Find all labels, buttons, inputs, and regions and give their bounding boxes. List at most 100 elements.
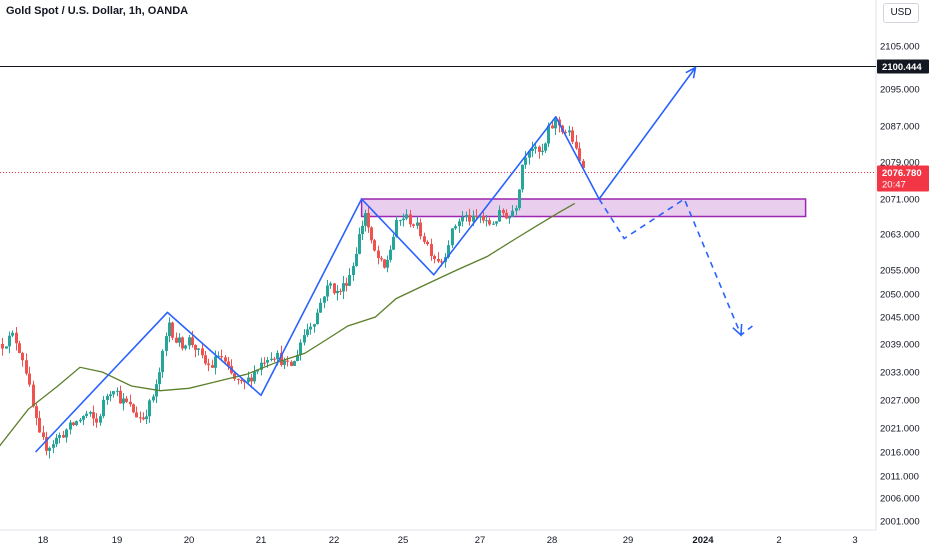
candle-body [472, 215, 475, 222]
price-tick-label: 2105.000 [880, 42, 920, 53]
candle-body [402, 218, 405, 221]
candle-body [515, 208, 518, 211]
candle-body [451, 228, 454, 246]
candle-body [207, 363, 210, 366]
candle-body [475, 215, 478, 218]
price-tick-label: 2095.000 [880, 85, 920, 96]
price-tick-label: 2016.000 [880, 448, 920, 459]
candle-body [377, 250, 380, 259]
time-tick-label: 21 [256, 535, 267, 546]
candle-body [253, 371, 256, 382]
candle-body [69, 422, 72, 430]
candle-body [89, 412, 92, 414]
candle-body [38, 417, 41, 433]
last-price-tag [877, 165, 929, 192]
candle-body [468, 215, 471, 222]
candle-body [260, 362, 263, 370]
candle-body [85, 413, 88, 416]
candle-body [82, 415, 85, 420]
time-tick-label: 19 [112, 535, 123, 546]
candle-body [355, 253, 358, 267]
candle-body [263, 362, 266, 364]
price-axis[interactable]: 2001.000 2006.000 2011.000 2016.000 2021.000… [880, 42, 920, 528]
candle-body [35, 406, 38, 418]
candle-body [352, 266, 355, 276]
candle-body [122, 398, 125, 404]
candle-body [409, 214, 412, 225]
candle-body [319, 302, 322, 313]
candle-body [92, 412, 95, 419]
candle-body [18, 343, 21, 354]
candle-body [112, 391, 115, 395]
candle-body [461, 217, 464, 222]
candle-body [119, 390, 122, 404]
candle-body [109, 394, 112, 397]
demand-zone-layer [360, 198, 807, 218]
candle-body [240, 379, 243, 381]
price-tick-label: 2079.000 [880, 158, 920, 169]
price-tick-label: 2006.000 [880, 494, 920, 505]
candle-body [541, 150, 544, 152]
price-tick-label: 2033.000 [880, 368, 920, 379]
moving-average-layer [0, 202, 576, 447]
candle-body [178, 337, 181, 343]
candle-body [342, 283, 345, 292]
candle-body [345, 283, 348, 286]
price-tick-label: 2063.000 [880, 230, 920, 241]
time-axis[interactable]: 18 19 20 21 22 25 27 28 29 2024 2 3 [38, 535, 858, 546]
candle-body [488, 220, 491, 225]
candle-body [197, 348, 200, 350]
candle-body [273, 358, 276, 360]
candle-body [233, 373, 236, 379]
candle-body [380, 258, 383, 260]
candle-body [508, 216, 511, 219]
candle-body [99, 416, 102, 423]
candle-body [8, 335, 11, 347]
candle-body [303, 335, 306, 343]
candle-body [152, 396, 155, 401]
candle-body [518, 189, 521, 209]
candle-body [323, 296, 326, 303]
candle-body [116, 390, 119, 392]
candle-body [370, 227, 373, 241]
candle-body [148, 400, 151, 417]
level-price-tag [877, 59, 929, 74]
time-tick-label: 18 [38, 535, 49, 546]
pattern-zigzag-line [35, 67, 697, 453]
candle-body [290, 361, 293, 366]
currency-button[interactable]: USD [883, 3, 919, 23]
candle-body [399, 220, 402, 222]
candle-body [1, 344, 4, 349]
candle-body [181, 337, 184, 349]
candle-body [139, 417, 142, 419]
price-tick-label: 2071.000 [880, 195, 920, 206]
candle-body [276, 352, 279, 360]
candle-body [247, 377, 250, 383]
candle-body [306, 329, 309, 336]
candle-body [135, 412, 138, 418]
candle-body [11, 332, 14, 336]
candle-body [419, 222, 422, 237]
candle-body [270, 358, 273, 361]
demand-zone-rectangle [360, 198, 807, 218]
price-tick-label: 2055.000 [880, 266, 920, 277]
price-tick-label: 2045.000 [880, 313, 920, 324]
chart-pane [0, 0, 876, 530]
candle-body [502, 210, 505, 213]
candle-body [158, 372, 161, 385]
candle-body [79, 419, 82, 422]
bearish-arrow-head [732, 323, 743, 337]
candle-body [568, 130, 571, 133]
candle-body [62, 435, 65, 438]
candle-body [538, 146, 541, 152]
price-tick-label: 2050.000 [880, 290, 920, 301]
price-tick-label: 2039.000 [880, 340, 920, 351]
candle-body [364, 213, 367, 226]
candle-body [293, 361, 296, 366]
candle-body [58, 435, 61, 438]
candle-body [45, 437, 48, 451]
candle-body [336, 290, 339, 294]
candle-body [184, 345, 187, 349]
candle-body [395, 220, 398, 237]
